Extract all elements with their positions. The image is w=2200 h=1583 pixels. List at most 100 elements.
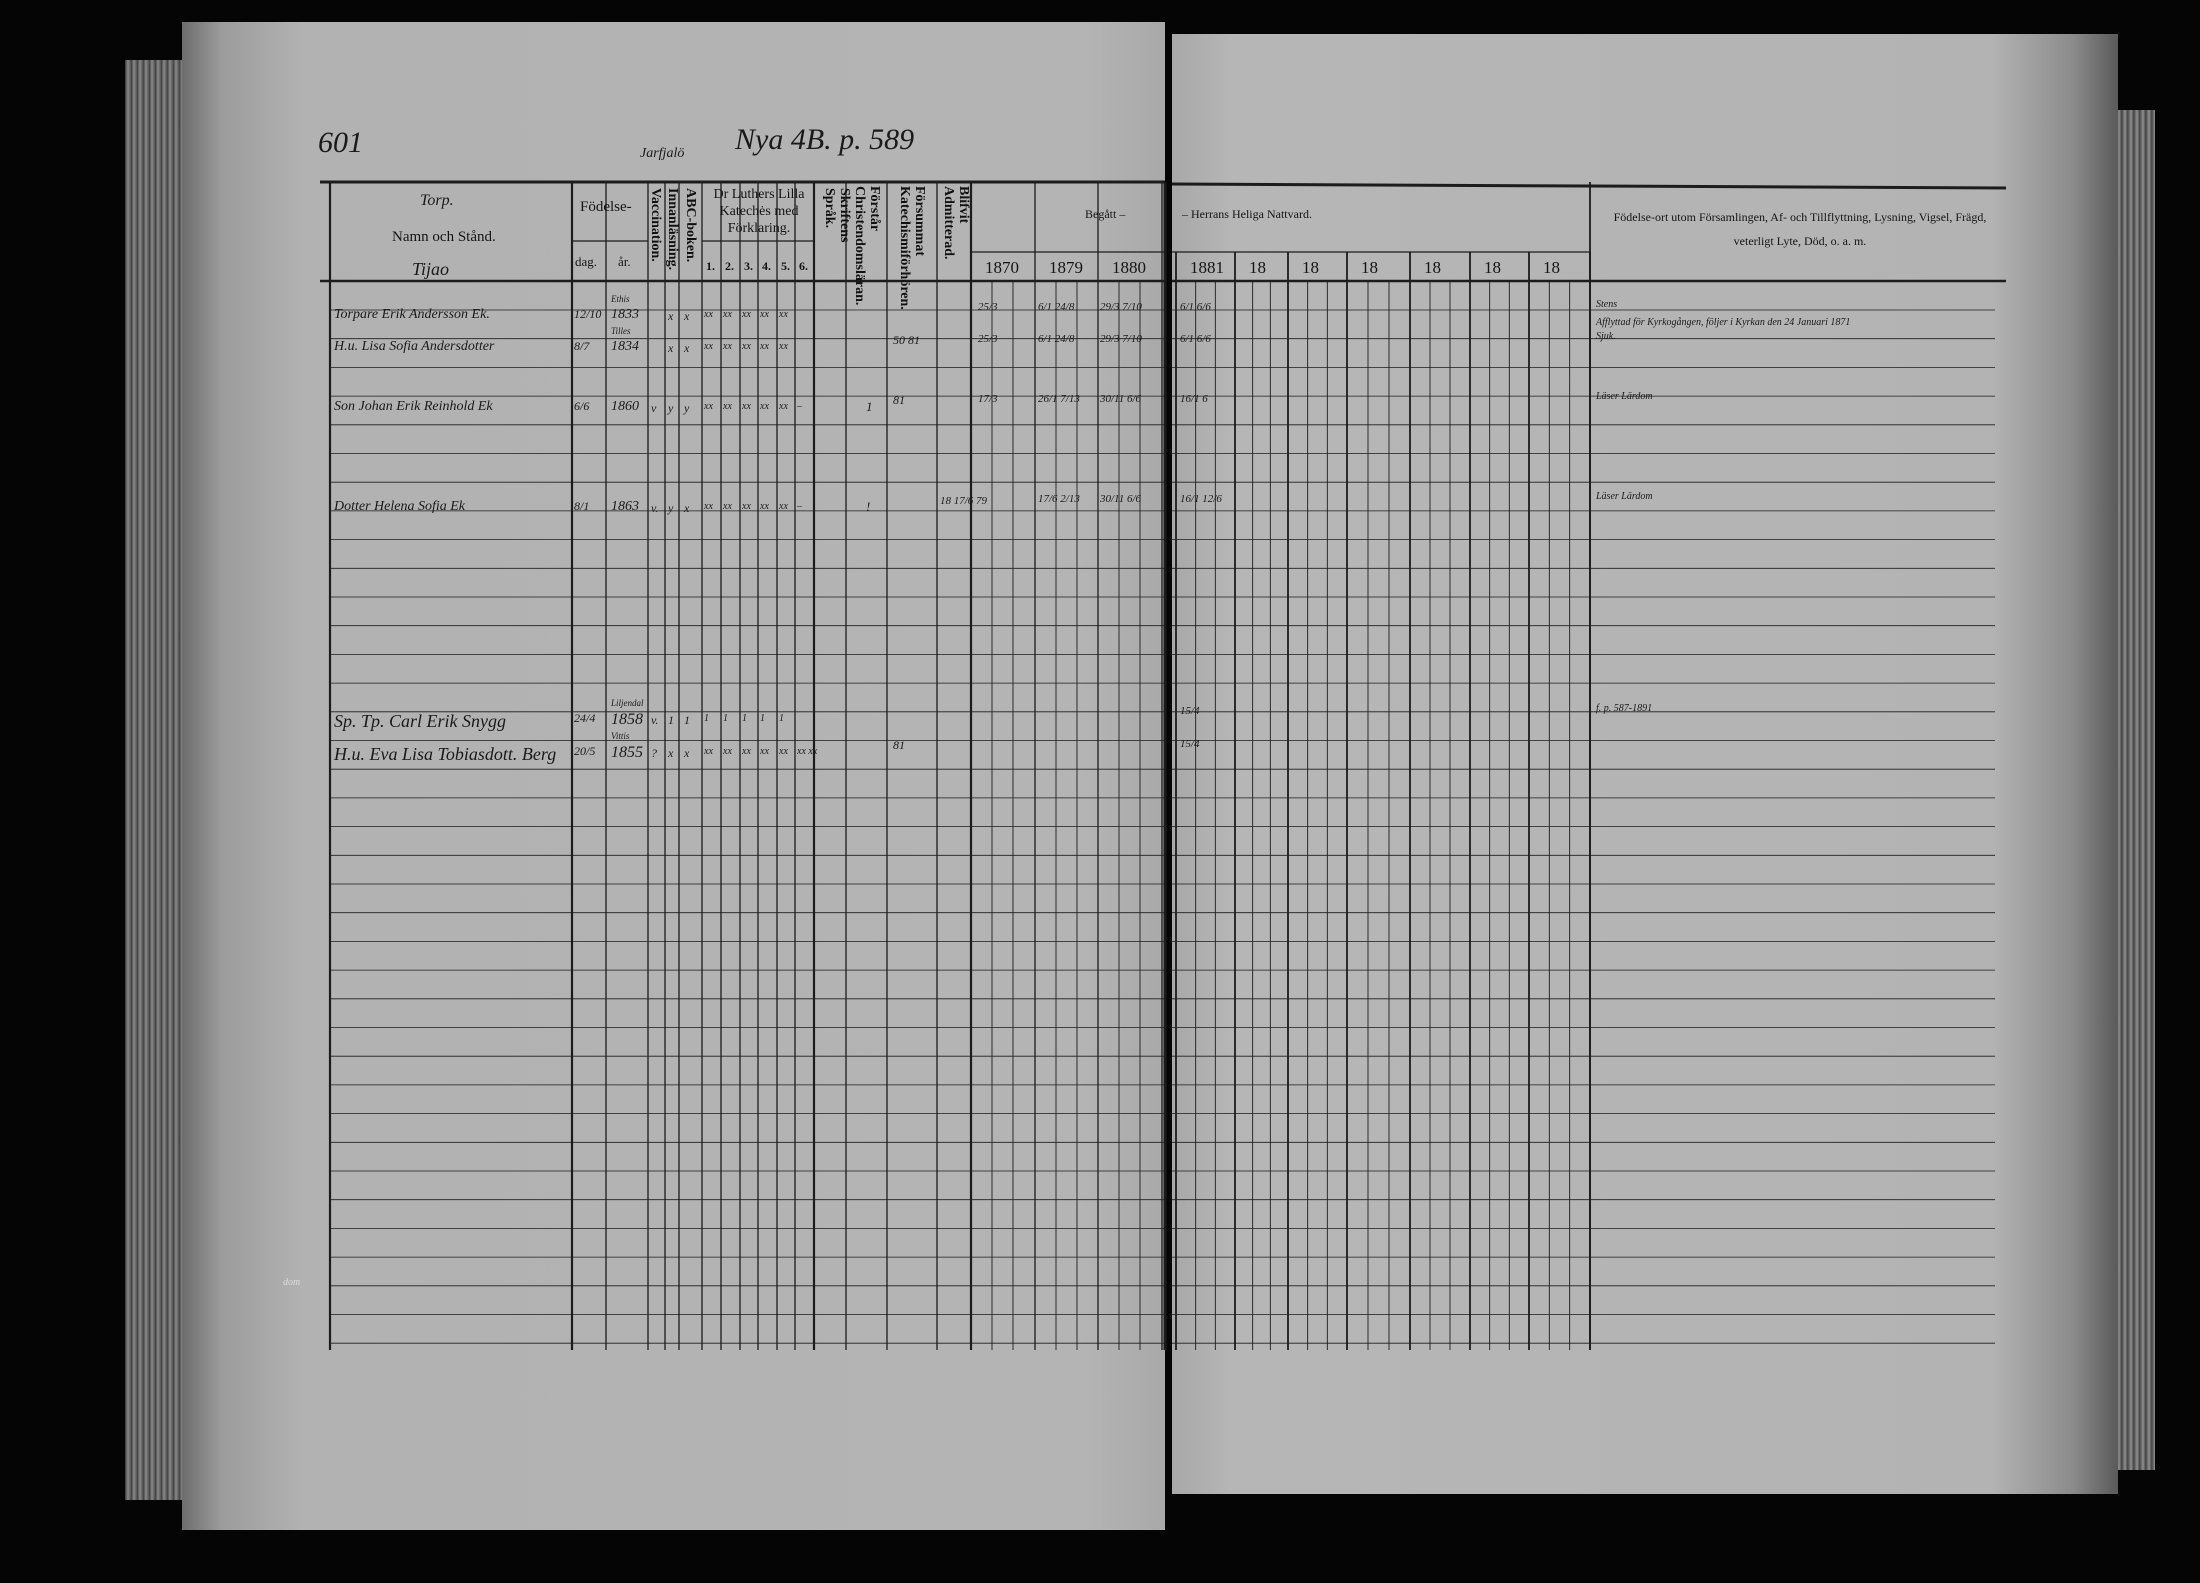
catechism-mark: –	[797, 501, 802, 512]
catechism-mark: xx	[704, 309, 713, 320]
vaccination-header: Vaccination.	[648, 188, 663, 262]
catechism-mark: 1	[742, 713, 747, 724]
catechism-part-header: 5.	[781, 259, 790, 273]
christianity-header: Förstår Christendomsläran.	[852, 186, 882, 306]
remark: Läser Lärdom	[1596, 391, 1653, 402]
catechism-mark: xx	[704, 401, 713, 412]
birth-day: 8/1	[574, 499, 590, 513]
birth-year: 1858	[611, 711, 643, 728]
year-column-header: 18	[1302, 258, 1319, 277]
abc-mark: y	[684, 401, 690, 415]
year-column-header: 18	[1424, 258, 1441, 277]
communion-header-left: Begått –	[1085, 207, 1126, 221]
year-column-header: 1870	[985, 258, 1019, 277]
communion-1880: 30/11 6/6	[1100, 393, 1142, 405]
birth-day: 24/4	[574, 711, 596, 725]
reading-mark: y	[668, 401, 674, 415]
place-note: Jarfjalö	[640, 146, 685, 161]
right-page	[1172, 34, 2118, 1494]
communion-header-right: – Herrans Heliga Nattvard.	[1182, 207, 1312, 221]
name-column-header: Namn och Stånd.	[392, 229, 496, 245]
birth-year: 1855	[611, 744, 643, 761]
remark-continued: Afflyttad för Kyrkogången, följer i Kyrk…	[1596, 317, 1851, 328]
catechism-mark: xx	[742, 341, 751, 352]
birth-year: 1860	[611, 399, 639, 414]
catechism-mark: 1	[760, 713, 765, 724]
vaccination-mark: v.	[651, 713, 659, 727]
catechism-mark: xx	[742, 501, 751, 512]
person-name: H.u. Lisa Sofia Andersdotter	[334, 339, 495, 354]
year-column-header: 18	[1249, 258, 1266, 277]
catechism-mark: xx	[704, 746, 713, 757]
admitted-date: 18 17/6 79	[940, 495, 988, 507]
birth-day: 8/7	[574, 339, 590, 353]
catechism-mark: 1	[779, 713, 784, 724]
catechism-part-header: 4.	[762, 259, 771, 273]
birth-day: 6/6	[574, 399, 590, 413]
catechism-mark: –	[797, 401, 802, 412]
birthplace: Ethis	[611, 294, 630, 304]
catechism-mark: xx	[704, 501, 713, 512]
remark: Läser Lärdom	[1596, 491, 1653, 502]
reading-mark: x	[668, 309, 674, 323]
communion-1881: 6/1 6/6	[1180, 333, 1211, 345]
reference-note: Nya 4B. p. 589	[735, 123, 915, 156]
communion-1880: 30/11 6/6	[1100, 493, 1142, 505]
missed-mark: 81	[893, 393, 905, 407]
section-label: Torp.	[420, 192, 454, 209]
vaccination-mark: v.	[651, 501, 659, 515]
missed-mark: 50 81	[893, 333, 920, 347]
catechism-mark: xx	[779, 501, 788, 512]
catechism-mark: 1	[704, 713, 709, 724]
person-name: Torpare Erik Andersson Ek.	[334, 307, 490, 322]
vaccination-mark: v	[651, 401, 657, 415]
catechism-part-header: 6.	[799, 259, 808, 273]
catechism-mark: xx	[779, 401, 788, 412]
catechism-mark: xx	[742, 746, 751, 757]
page-number: 601	[318, 126, 363, 159]
catechism-mark: xx	[742, 401, 751, 412]
communion-1870: 25/3	[978, 333, 998, 345]
birth-day-header: dag.	[575, 254, 598, 269]
communion-1870: 25/3	[978, 301, 998, 313]
communion-1881: 15/4	[1180, 705, 1200, 717]
communion-1881: 15/4	[1180, 738, 1200, 750]
communion-1880: 29/3 7/10	[1100, 333, 1142, 345]
catechism-mark: xx	[723, 309, 732, 320]
communion-1881: 6/1 6/6	[1180, 301, 1211, 313]
abc-mark: 1	[684, 713, 690, 727]
year-column-header: 1879	[1049, 258, 1083, 277]
header-top-rule	[1171, 182, 2007, 190]
missed-mark: 81	[893, 738, 905, 752]
birth-year: 1863	[611, 499, 639, 514]
catechism-mark: xx	[742, 309, 751, 320]
margin-note: dom	[283, 1277, 301, 1288]
communion-1879: 6/1 24/8	[1038, 333, 1075, 345]
birth-year: 1834	[611, 339, 639, 354]
catechism-mark: xx	[723, 341, 732, 352]
communion-1879: 17/6 2/13	[1038, 493, 1080, 505]
person-name: Sp. Tp. Carl Erik Snygg	[334, 711, 507, 731]
birthplace: Tilles	[611, 326, 631, 336]
subplace-label: Tijao	[412, 259, 450, 279]
person-name: Dotter Helena Sofia Ek	[334, 499, 466, 514]
birth-day: 20/5	[574, 744, 596, 758]
catechism-part-header: 1.	[706, 259, 715, 273]
left-page	[182, 22, 1165, 1530]
person-name: Son Johan Erik Reinhold Ek	[334, 399, 493, 414]
catechism-mark: xx	[760, 401, 769, 412]
remark: f. p. 587-1891	[1596, 703, 1653, 714]
remark: Stens	[1596, 299, 1618, 310]
birth-year: 1833	[611, 307, 639, 322]
reading-mark: 1	[668, 713, 674, 727]
year-column-header: 1881	[1190, 258, 1224, 277]
abc-header: ABC-boken.	[683, 188, 698, 263]
christianity-mark: !	[866, 499, 871, 514]
catechism-mark: xx	[779, 309, 788, 320]
birthplace: Liljendal	[611, 698, 644, 708]
remarks-header: Födelse-ort utom Församlingen, Af- och T…	[1613, 210, 1987, 248]
vaccination-mark: ?	[651, 746, 657, 760]
year-column-header: 18	[1484, 258, 1501, 277]
abc-mark: x	[684, 746, 690, 760]
